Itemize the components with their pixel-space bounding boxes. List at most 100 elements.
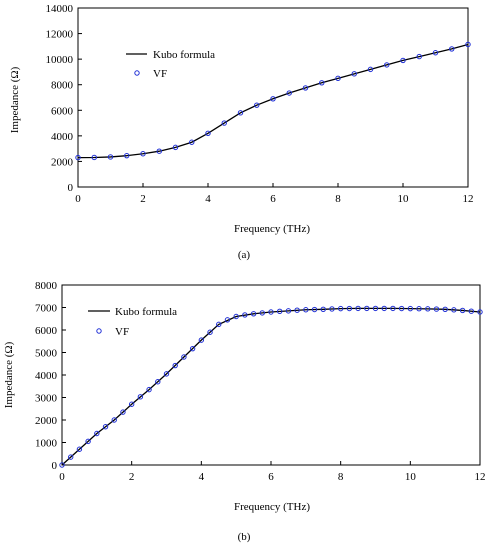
chart-b-xtick-label: 10 <box>405 471 417 483</box>
chart-b-vf-point <box>355 305 361 312</box>
chart-a-series <box>75 41 471 161</box>
chart-a-vf-point <box>237 110 244 116</box>
chart-b-x-ticks: 0 2 4 6 8 10 12 <box>59 461 486 483</box>
chart-a-ytick-label: 10000 <box>46 54 74 66</box>
chart-b-xtick-label: 6 <box>268 471 274 483</box>
chart-b-vf-point <box>311 306 318 313</box>
chart-a-vf-point <box>302 85 309 91</box>
chart-b-ylabel: Impedance (Ω) <box>3 341 15 408</box>
chart-b-vf-point <box>163 371 170 377</box>
chart-b-vf-point <box>146 386 152 393</box>
chart-b-ytick-label: 2000 <box>35 415 58 427</box>
chart-b-vf-point <box>76 446 83 452</box>
chart-b-series <box>59 305 483 468</box>
chart-b-ytick-label: 5000 <box>35 348 58 360</box>
chart-b-vf-point <box>337 305 344 312</box>
chart-b-vf-point <box>303 307 309 313</box>
chart-b-xtick-label: 4 <box>199 471 205 483</box>
chart-b-ytick-label: 0 <box>52 460 58 472</box>
chart-a-vf-point <box>91 154 97 161</box>
chart-b-vf-point <box>216 321 222 328</box>
chart-b-vf-point <box>416 306 422 312</box>
chart-a-vf-point <box>449 46 455 52</box>
chart-b-vf-point <box>468 308 474 314</box>
chart-a-vf-point <box>172 144 179 151</box>
chart-b-vf-point <box>128 401 135 407</box>
chart-a-xtick-label: 12 <box>463 193 474 205</box>
chart-b-vf-point <box>233 313 239 320</box>
chart-b-ytick-label: 8000 <box>35 280 58 292</box>
chart-a-legend: Kubo formula VF <box>126 49 215 80</box>
chart-a-ytick-label: 14000 <box>46 3 74 15</box>
chart-b-vf-point <box>442 306 448 312</box>
chart-a-legend-label-kubo: Kubo formula <box>153 49 215 61</box>
chart-b-legend-marker-swatch <box>96 328 102 334</box>
chart-b-legend: Kubo formula VF <box>88 306 177 338</box>
chart-a-vf-point <box>416 53 422 60</box>
chart-b-xtick-label: 12 <box>475 471 486 483</box>
chart-a-y-ticks: 0 2000 4000 6000 8000 10000 12000 14000 <box>46 3 82 194</box>
chart-a-vf-point <box>384 62 390 68</box>
chart-b-vf-point <box>137 394 144 400</box>
chart-a-vf-point <box>124 152 130 159</box>
chart-b-ytick-label: 3000 <box>35 393 58 405</box>
chart-b-vf-point <box>207 329 213 335</box>
chart-a-legend-marker-swatch <box>134 70 140 76</box>
chart-a-vf-point <box>367 66 374 73</box>
chart-a-vf-point <box>221 120 227 126</box>
chart-b-ytick-label: 4000 <box>35 370 58 382</box>
chart-a-vf-point <box>319 80 325 86</box>
chart-b-vf-point <box>59 462 65 468</box>
chart-b-series-line-kubo <box>61 307 481 466</box>
chart-b-vf-point <box>68 454 74 460</box>
chart-b-vf-point <box>329 306 335 312</box>
chart-a-vf-point <box>254 102 260 108</box>
chart-b-vf-point <box>285 308 292 314</box>
chart-b-vf-point <box>189 345 196 352</box>
chart-b-vf-point <box>372 305 379 312</box>
chart-b-vf-point <box>477 309 483 315</box>
chart-a-vf-point <box>156 148 162 154</box>
chart-a-ytick-label: 4000 <box>51 131 74 143</box>
chart-a-xtick-label: 10 <box>398 193 410 205</box>
chart-b-vf-point <box>85 438 91 445</box>
chart-a-vf-point <box>351 71 357 77</box>
chart-b-vf-point <box>381 305 387 312</box>
chart-a-x-ticks: 0 2 4 6 8 10 12 <box>75 183 474 205</box>
chart-a-ytick-label: 2000 <box>51 156 74 168</box>
chart-a-xtick-label: 0 <box>75 193 81 205</box>
chart-a-vf-point <box>75 154 81 161</box>
chart-a-xtick-label: 2 <box>140 193 146 205</box>
chart-b-ytick-label: 1000 <box>35 438 58 450</box>
chart-b-vf-point <box>242 312 248 318</box>
chart-b-vf-point <box>398 305 405 312</box>
chart-a-vf-point <box>286 90 292 96</box>
chart-a-vf-point <box>465 41 471 48</box>
chart-b-vf-point <box>364 305 370 312</box>
chart-b-ytick-label: 7000 <box>35 303 58 315</box>
chart-a-vf-point <box>189 139 195 145</box>
chart-b-vf-point <box>459 307 466 314</box>
chart-b-vf-point <box>250 311 257 317</box>
chart-b-vf-point <box>433 306 440 312</box>
chart-a-xlabel: Frequency (THz) <box>234 223 310 235</box>
chart-a-legend-label-vf: VF <box>153 68 167 80</box>
chart-a-vf-point <box>205 130 211 137</box>
chart-b: 0 1000 2000 3000 4000 5000 6000 7000 8000 0 2 4 6 8 1… <box>3 280 486 543</box>
chart-a-xtick-label: 8 <box>335 193 341 205</box>
chart-b-vf-point <box>94 430 100 437</box>
chart-a-vf-point <box>270 96 276 102</box>
chart-a-xtick-label: 4 <box>205 193 211 205</box>
chart-a-vf-point <box>400 57 406 64</box>
chart-a-ylabel: Impedance (Ω) <box>9 66 21 133</box>
chart-a-caption: (a) <box>238 249 251 261</box>
chart-b-caption: (b) <box>238 531 251 543</box>
chart-b-y-ticks: 0 1000 2000 3000 4000 5000 6000 7000 8000 <box>35 280 66 472</box>
chart-b-vf-point <box>181 354 187 360</box>
chart-b-vf-point <box>277 308 283 315</box>
chart-b-vf-point <box>425 306 431 312</box>
chart-a-xtick-label: 6 <box>270 193 276 205</box>
chart-a-ytick-label: 0 <box>68 182 74 194</box>
chart-b-vf-point <box>172 362 178 369</box>
